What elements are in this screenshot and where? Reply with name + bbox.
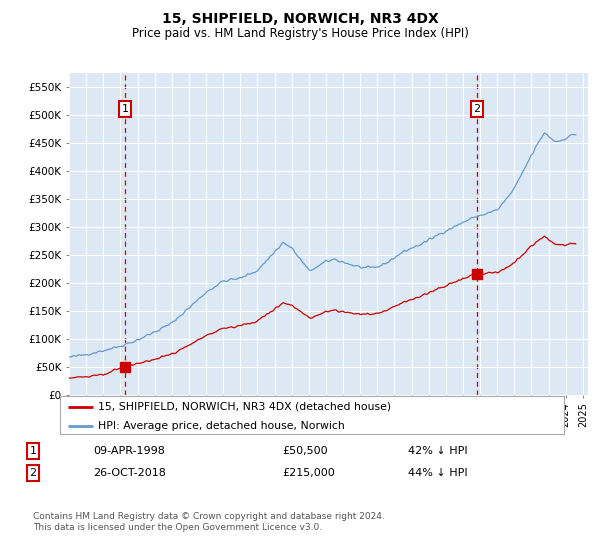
Text: £215,000: £215,000 (282, 468, 335, 478)
Text: 1: 1 (29, 446, 37, 456)
Text: 1: 1 (122, 104, 128, 114)
Text: 09-APR-1998: 09-APR-1998 (93, 446, 165, 456)
Text: 15, SHIPFIELD, NORWICH, NR3 4DX (detached house): 15, SHIPFIELD, NORWICH, NR3 4DX (detache… (98, 402, 391, 412)
Text: 2: 2 (29, 468, 37, 478)
Text: £50,500: £50,500 (282, 446, 328, 456)
Text: Contains HM Land Registry data © Crown copyright and database right 2024.
This d: Contains HM Land Registry data © Crown c… (33, 512, 385, 532)
Text: 42% ↓ HPI: 42% ↓ HPI (408, 446, 467, 456)
Text: Price paid vs. HM Land Registry's House Price Index (HPI): Price paid vs. HM Land Registry's House … (131, 27, 469, 40)
Text: 15, SHIPFIELD, NORWICH, NR3 4DX: 15, SHIPFIELD, NORWICH, NR3 4DX (161, 12, 439, 26)
Text: 2: 2 (473, 104, 481, 114)
Text: 26-OCT-2018: 26-OCT-2018 (93, 468, 166, 478)
Text: HPI: Average price, detached house, Norwich: HPI: Average price, detached house, Norw… (98, 421, 344, 431)
Text: 44% ↓ HPI: 44% ↓ HPI (408, 468, 467, 478)
